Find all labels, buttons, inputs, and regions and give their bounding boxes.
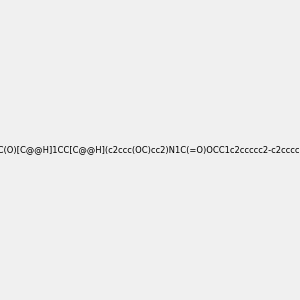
Text: O=C(O)[C@@H]1CC[C@@H](c2ccc(OC)cc2)N1C(=O)OCC1c2ccccc2-c2ccccc21: O=C(O)[C@@H]1CC[C@@H](c2ccc(OC)cc2)N1C(=… [0, 146, 300, 154]
